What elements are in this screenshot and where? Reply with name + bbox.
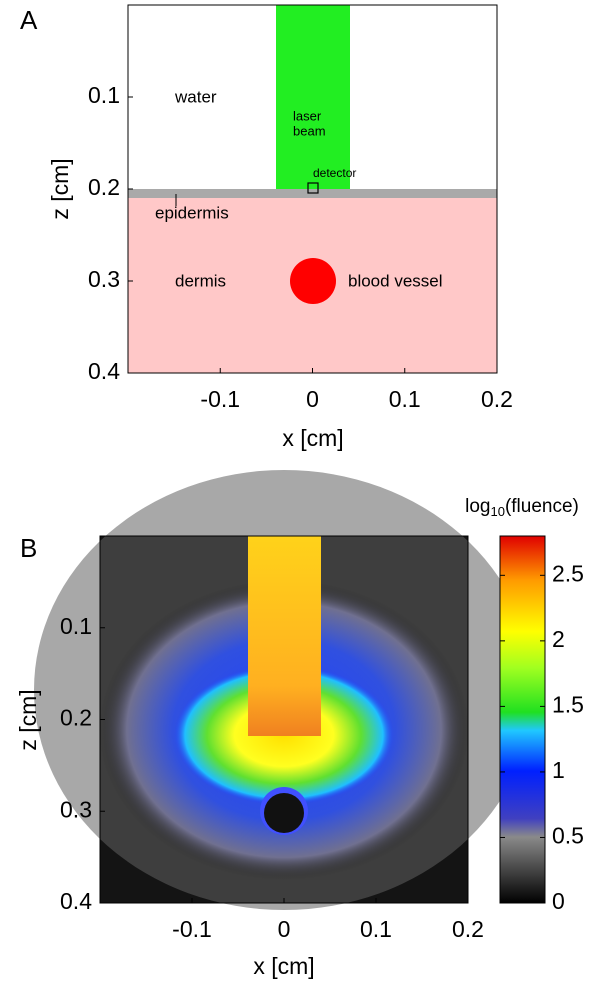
x-tick-label: 0 bbox=[306, 386, 319, 412]
y-tick-label: 0.1 bbox=[60, 613, 92, 639]
annotation: detector bbox=[313, 166, 356, 180]
x-tick-label: -0.1 bbox=[172, 916, 212, 942]
x-tick-label: 0.1 bbox=[360, 916, 392, 942]
colorbar-label-part: 10 bbox=[490, 504, 504, 519]
x-axis-label: x [cm] bbox=[253, 953, 314, 979]
colorbar-tick-label: 1.5 bbox=[552, 691, 584, 717]
colorbar-tick-label: 0 bbox=[552, 888, 565, 914]
annotation: beam bbox=[293, 123, 326, 138]
laser-beam-region bbox=[276, 5, 350, 189]
y-tick-label: 0.3 bbox=[60, 796, 92, 822]
beam-fluence bbox=[248, 536, 321, 736]
panel-b-heatmap bbox=[34, 470, 546, 910]
y-axis-label: z [cm] bbox=[47, 158, 73, 219]
x-tick-label: -0.1 bbox=[200, 386, 240, 412]
y-tick-label: 0.4 bbox=[88, 358, 120, 384]
y-tick-label: 0.1 bbox=[88, 82, 120, 108]
colorbar bbox=[499, 535, 546, 904]
y-axis-label: z [cm] bbox=[15, 689, 41, 750]
panel-a-schematic bbox=[127, 4, 498, 374]
vessel-shadow bbox=[264, 793, 304, 833]
colorbar-tick-label: 2 bbox=[552, 626, 565, 652]
x-tick-label: 0.2 bbox=[481, 386, 513, 412]
y-tick-label: 0.2 bbox=[88, 174, 120, 200]
colorbar-tick-label: 1 bbox=[552, 757, 565, 783]
colorbar-label-part: (fluence) bbox=[505, 496, 579, 517]
x-axis-label: x [cm] bbox=[282, 425, 343, 451]
annotation: dermis bbox=[175, 271, 226, 290]
x-tick-label: 0.2 bbox=[452, 916, 484, 942]
colorbar-label: log10(fluence) bbox=[465, 496, 579, 519]
y-tick-label: 0.3 bbox=[88, 266, 120, 292]
colorbar-label-part: log bbox=[465, 496, 490, 517]
detector-box bbox=[307, 182, 319, 194]
annotation: epidermis bbox=[155, 203, 229, 222]
y-tick-label: 0.4 bbox=[60, 888, 92, 914]
blood-vessel bbox=[290, 258, 336, 304]
annotation: blood vessel bbox=[348, 271, 443, 290]
colorbar-tick-label: 2.5 bbox=[552, 560, 584, 586]
panel-label: B bbox=[20, 533, 37, 563]
annotation: water bbox=[174, 87, 217, 106]
colorbar-tick-label: 0.5 bbox=[552, 823, 584, 849]
y-tick-label: 0.2 bbox=[60, 705, 92, 731]
x-tick-label: 0 bbox=[278, 916, 291, 942]
panel-label: A bbox=[20, 5, 38, 35]
annotation: laser bbox=[293, 108, 322, 123]
x-tick-label: 0.1 bbox=[389, 386, 421, 412]
